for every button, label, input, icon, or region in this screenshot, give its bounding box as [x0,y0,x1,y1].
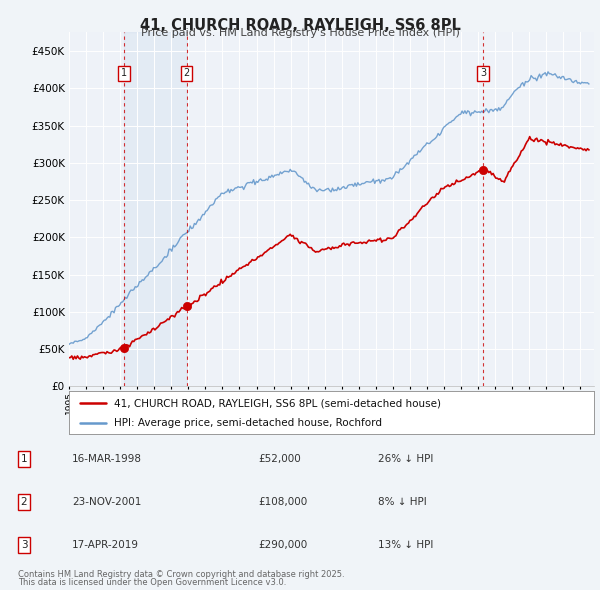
Text: Price paid vs. HM Land Registry's House Price Index (HPI): Price paid vs. HM Land Registry's House … [140,28,460,38]
Text: 16-MAR-1998: 16-MAR-1998 [72,454,142,464]
Text: 26% ↓ HPI: 26% ↓ HPI [378,454,433,464]
Text: £52,000: £52,000 [258,454,301,464]
Text: 41, CHURCH ROAD, RAYLEIGH, SS6 8PL (semi-detached house): 41, CHURCH ROAD, RAYLEIGH, SS6 8PL (semi… [113,398,440,408]
Text: 8% ↓ HPI: 8% ↓ HPI [378,497,427,507]
Text: £290,000: £290,000 [258,540,307,550]
Text: 3: 3 [480,68,486,78]
Text: Contains HM Land Registry data © Crown copyright and database right 2025.: Contains HM Land Registry data © Crown c… [18,570,344,579]
Text: 2: 2 [20,497,28,507]
Bar [124,32,187,386]
Text: 41, CHURCH ROAD, RAYLEIGH, SS6 8PL: 41, CHURCH ROAD, RAYLEIGH, SS6 8PL [140,18,460,32]
Text: 2: 2 [184,68,190,78]
Text: 3: 3 [20,540,28,550]
Text: 23-NOV-2001: 23-NOV-2001 [72,497,142,507]
Text: 17-APR-2019: 17-APR-2019 [72,540,139,550]
Text: £108,000: £108,000 [258,497,307,507]
Text: HPI: Average price, semi-detached house, Rochford: HPI: Average price, semi-detached house,… [113,418,382,428]
Text: 1: 1 [20,454,28,464]
Text: This data is licensed under the Open Government Licence v3.0.: This data is licensed under the Open Gov… [18,578,286,587]
Text: 1: 1 [121,68,127,78]
Text: 13% ↓ HPI: 13% ↓ HPI [378,540,433,550]
